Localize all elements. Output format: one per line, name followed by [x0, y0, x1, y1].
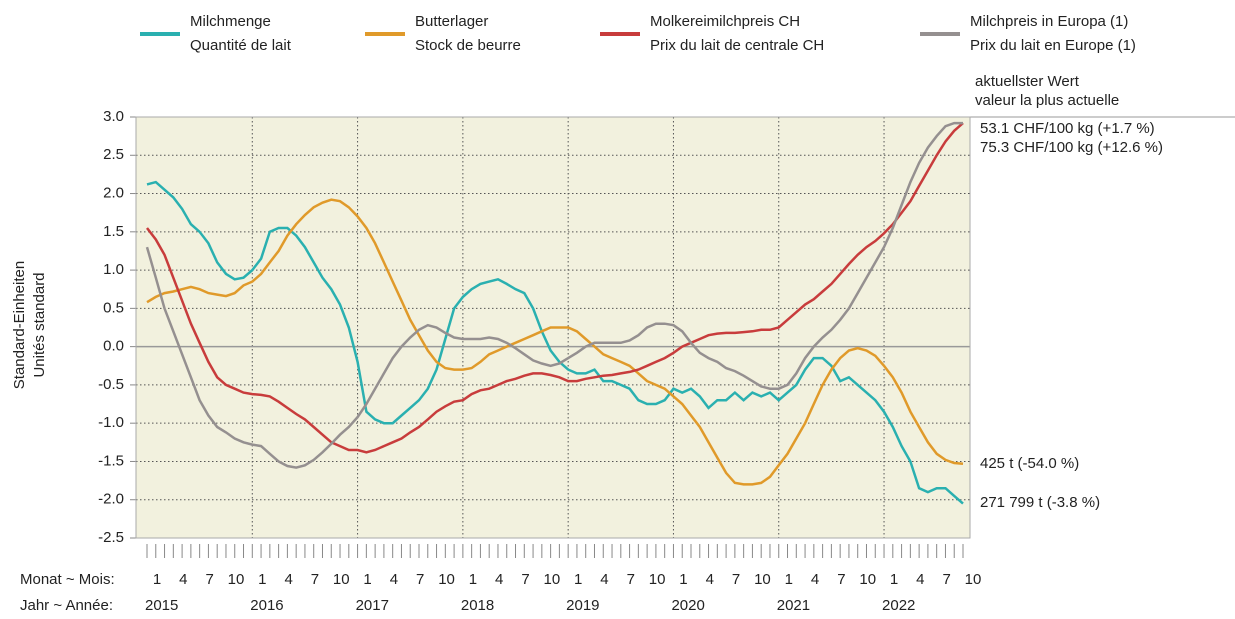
x-axis-label: Monat ~ Mois:	[20, 571, 115, 588]
y-tick-label: -2.5	[98, 529, 124, 546]
x-tick-label: 4	[600, 571, 608, 588]
y-tick-label: 0.0	[103, 338, 124, 355]
legend-label: Milchpreis in Europa (1)	[970, 13, 1128, 30]
x-tick-label: 1	[363, 571, 371, 588]
x-axis-label: Jahr ~ Année:	[20, 597, 113, 614]
legend-label: Milchmenge	[190, 13, 271, 30]
x-tick-label: 4	[706, 571, 714, 588]
y-tick-label: 2.0	[103, 185, 124, 202]
x-tick-label: 10	[543, 571, 560, 588]
series-line	[146, 198, 964, 486]
y-axis-label: Standard-Einheiten	[11, 261, 28, 389]
series-line	[145, 121, 963, 469]
x-tick-label: 10	[965, 571, 982, 588]
legend-label: Molkereimilchpreis CH	[650, 13, 800, 30]
legend-label: Prix du lait de centrale CH	[650, 37, 824, 54]
x-tick-label: 7	[837, 571, 845, 588]
x-tick-label: 10	[438, 571, 455, 588]
x-tick-label: 7	[416, 571, 424, 588]
x-tick-label: 4	[284, 571, 292, 588]
y-tick-label: 2.5	[103, 146, 124, 163]
series-line	[146, 122, 964, 454]
legend-label: Butterlager	[415, 13, 488, 30]
y-tick-label: 1.5	[103, 223, 124, 240]
y-tick-label: 3.0	[103, 108, 124, 125]
year-label: 2015	[145, 597, 178, 614]
x-tick-label: 1	[574, 571, 582, 588]
x-tick-label: 10	[228, 571, 245, 588]
x-tick-label: 1	[785, 571, 793, 588]
year-label: 2020	[671, 597, 704, 614]
x-tick-label: 7	[205, 571, 213, 588]
x-tick-label: 7	[311, 571, 319, 588]
x-tick-label: 4	[916, 571, 924, 588]
end-label: 53.1 CHF/100 kg (+1.7 %)	[980, 120, 1155, 137]
year-label: 2016	[250, 597, 283, 614]
annotation: aktuellster Wert	[975, 73, 1080, 90]
x-tick-label: 7	[732, 571, 740, 588]
x-tick-label: 7	[521, 571, 529, 588]
x-tick-label: 4	[390, 571, 398, 588]
x-tick-label: 4	[179, 571, 187, 588]
x-tick-label: 7	[943, 571, 951, 588]
x-tick-label: 4	[495, 571, 503, 588]
y-tick-label: 1.0	[103, 261, 124, 278]
x-tick-label: 10	[333, 571, 350, 588]
x-tick-label: 1	[258, 571, 266, 588]
y-axis-label: Unités standard	[31, 272, 48, 377]
year-label: 2018	[461, 597, 494, 614]
x-tick-label: 1	[679, 571, 687, 588]
end-label: 75.3 CHF/100 kg (+12.6 %)	[980, 139, 1163, 156]
year-label: 2022	[882, 597, 915, 614]
x-tick-label: 10	[859, 571, 876, 588]
y-tick-label: 0.5	[103, 299, 124, 316]
series-line	[146, 180, 964, 505]
y-tick-label: -1.0	[98, 414, 124, 431]
y-tick-label: -1.5	[98, 452, 124, 469]
x-tick-label: 1	[469, 571, 477, 588]
annotation: valeur la plus actuelle	[975, 92, 1119, 109]
legend-label: Prix du lait en Europe (1)	[970, 37, 1136, 54]
plot-frame	[135, 116, 971, 539]
x-tick-label: 1	[890, 571, 898, 588]
x-tick-label: 10	[754, 571, 771, 588]
x-tick-label: 7	[627, 571, 635, 588]
end-label: 425 t (-54.0 %)	[980, 455, 1079, 472]
year-label: 2021	[777, 597, 810, 614]
y-tick-label: -2.0	[98, 491, 124, 508]
x-tick-label: 10	[649, 571, 666, 588]
year-label: 2019	[566, 597, 599, 614]
y-tick-label: -0.5	[98, 376, 124, 393]
year-label: 2017	[356, 597, 389, 614]
legend-label: Stock de beurre	[415, 37, 521, 54]
legend-label: Quantité de lait	[190, 37, 292, 54]
end-label: 271 799 t (-3.8 %)	[980, 494, 1100, 511]
x-tick-label: 1	[153, 571, 161, 588]
x-tick-label: 4	[811, 571, 819, 588]
